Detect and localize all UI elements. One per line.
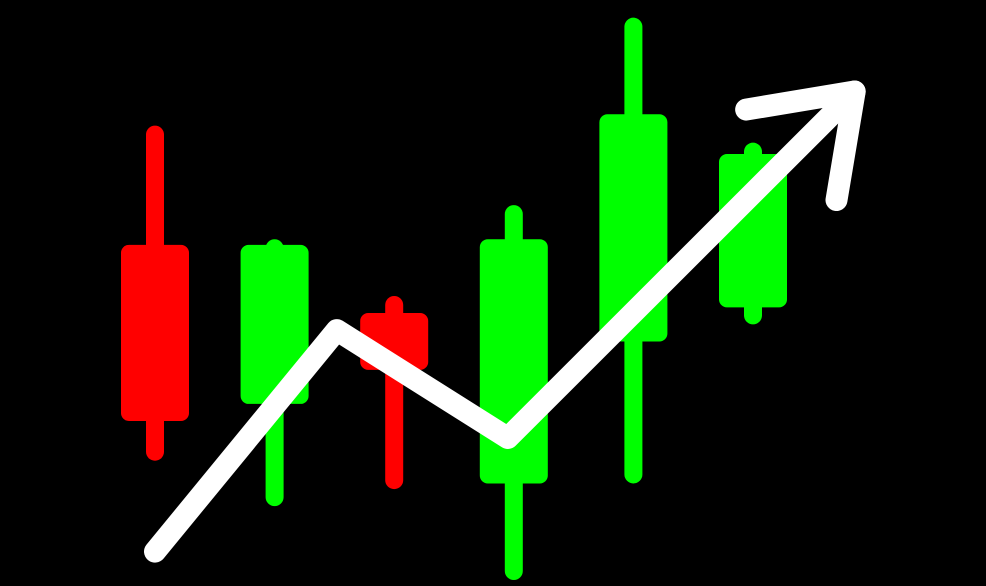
arrowhead — [735, 80, 866, 212]
trend-line — [144, 80, 866, 563]
candle-body — [121, 244, 189, 421]
trend-arrow — [144, 80, 866, 563]
candle-2 — [240, 239, 309, 507]
candle-body — [240, 244, 309, 404]
candle-1 — [121, 125, 189, 461]
candle-body — [719, 154, 787, 308]
